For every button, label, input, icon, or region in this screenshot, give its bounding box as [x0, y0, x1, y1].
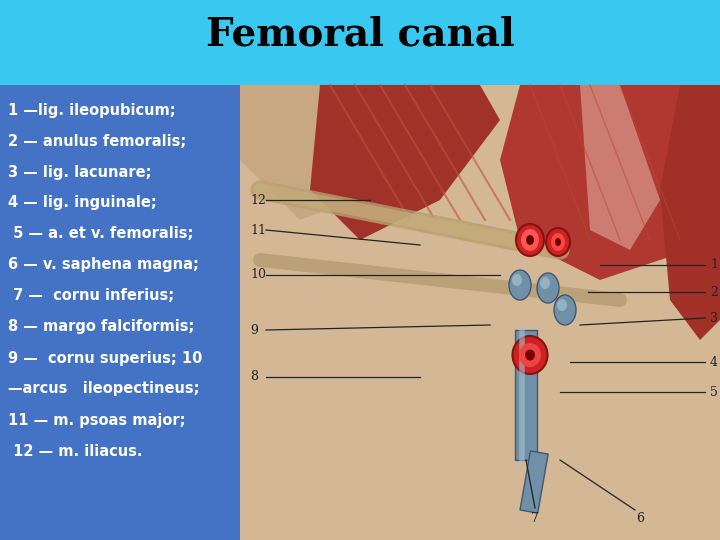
Ellipse shape [512, 274, 522, 286]
Text: 3: 3 [710, 312, 718, 325]
Ellipse shape [555, 238, 561, 246]
Text: 8: 8 [250, 370, 258, 383]
Polygon shape [580, 85, 660, 250]
Text: 11: 11 [250, 224, 266, 237]
Ellipse shape [513, 336, 547, 374]
Polygon shape [240, 85, 380, 220]
Polygon shape [500, 85, 720, 280]
Text: 7 —  cornu inferius;: 7 — cornu inferius; [8, 288, 174, 303]
Text: 12 — m. iliacus.: 12 — m. iliacus. [8, 443, 143, 458]
Text: Femoral canal: Femoral canal [206, 16, 514, 54]
Polygon shape [240, 190, 720, 540]
Text: —arcus   ileopectineus;: —arcus ileopectineus; [8, 381, 199, 396]
Ellipse shape [537, 273, 559, 303]
Text: 7: 7 [531, 511, 539, 524]
Text: 8 — margo falciformis;: 8 — margo falciformis; [8, 320, 194, 334]
Bar [515, 330, 537, 460]
Polygon shape [660, 85, 720, 340]
Polygon shape [310, 85, 500, 240]
Ellipse shape [557, 299, 567, 311]
Text: 6 — v. saphena magna;: 6 — v. saphena magna; [8, 258, 199, 273]
Ellipse shape [551, 233, 565, 251]
Ellipse shape [509, 270, 531, 300]
Text: 2: 2 [710, 286, 718, 299]
Ellipse shape [519, 343, 541, 367]
Text: 2 — anulus femoralis;: 2 — anulus femoralis; [8, 133, 186, 148]
Text: 5: 5 [710, 386, 718, 399]
Ellipse shape [554, 295, 576, 325]
Text: 4: 4 [710, 355, 718, 368]
Text: 9 —  cornu superius; 10: 9 — cornu superius; 10 [8, 350, 202, 366]
Text: 3 — lig. lacunare;: 3 — lig. lacunare; [8, 165, 151, 179]
Bar [520, 451, 548, 513]
Text: 9: 9 [250, 323, 258, 336]
Ellipse shape [540, 277, 550, 289]
Bar [0, 85, 240, 540]
Bar [240, 85, 720, 540]
Ellipse shape [546, 228, 570, 256]
Text: 1 —lig. ileopubicum;: 1 —lig. ileopubicum; [8, 103, 176, 118]
Text: 6: 6 [636, 511, 644, 524]
Text: 12: 12 [250, 193, 266, 206]
Text: 5 — a. et v. femoralis;: 5 — a. et v. femoralis; [8, 226, 194, 241]
Text: 4 — lig. inguinale;: 4 — lig. inguinale; [8, 195, 157, 211]
Text: 11 — m. psoas major;: 11 — m. psoas major; [8, 413, 186, 428]
Ellipse shape [525, 349, 535, 361]
Text: 10: 10 [250, 268, 266, 281]
Ellipse shape [526, 235, 534, 245]
Text: 1: 1 [710, 259, 718, 272]
Ellipse shape [516, 224, 544, 256]
Ellipse shape [521, 229, 539, 251]
